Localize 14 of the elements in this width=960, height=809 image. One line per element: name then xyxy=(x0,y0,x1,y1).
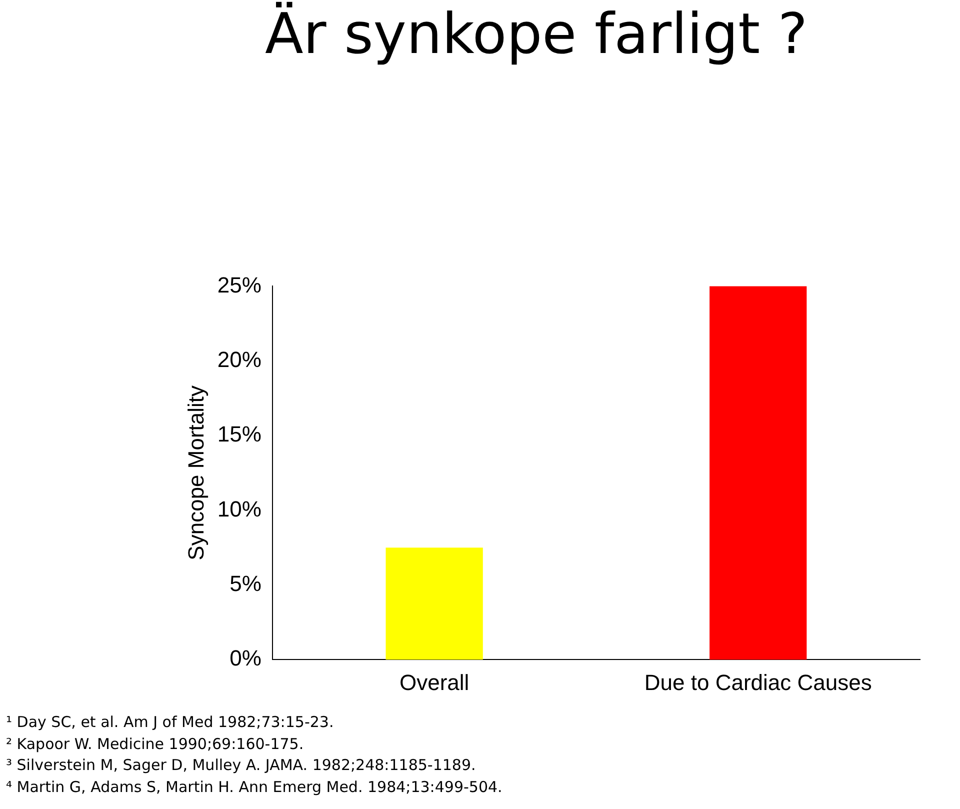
x-tick-label: Overall xyxy=(399,670,470,695)
text: ¹ Day SC, et al. Am J of Med 1982;73:15-23. xyxy=(6,712,335,733)
y-axis-title: Syncope Mortality xyxy=(183,385,208,560)
text: ³ Silverstein M, Sager D, Mulley A. JAMA. 1982;248:1185-1189. xyxy=(6,755,477,776)
y-tick-label: 20% xyxy=(217,346,262,372)
y-tick-label: 0% xyxy=(230,646,262,671)
text: ² Kapoor W. Medicine 1990;69:160-175. xyxy=(6,734,305,754)
y-tick-label: 10% xyxy=(217,496,262,522)
chart-title: Är synkope farligt ? xyxy=(265,2,808,67)
text: ⁴ Martin G, Adams S, Martin H. Ann Emerg Med. 1984;13:499-504. xyxy=(6,776,502,798)
x-tick-label: Due to Cardiac Causes xyxy=(644,670,872,695)
y-tick-label: 15% xyxy=(217,422,262,447)
y-tick-label: 25% xyxy=(217,272,262,298)
y-tick-label: 5% xyxy=(230,570,262,596)
